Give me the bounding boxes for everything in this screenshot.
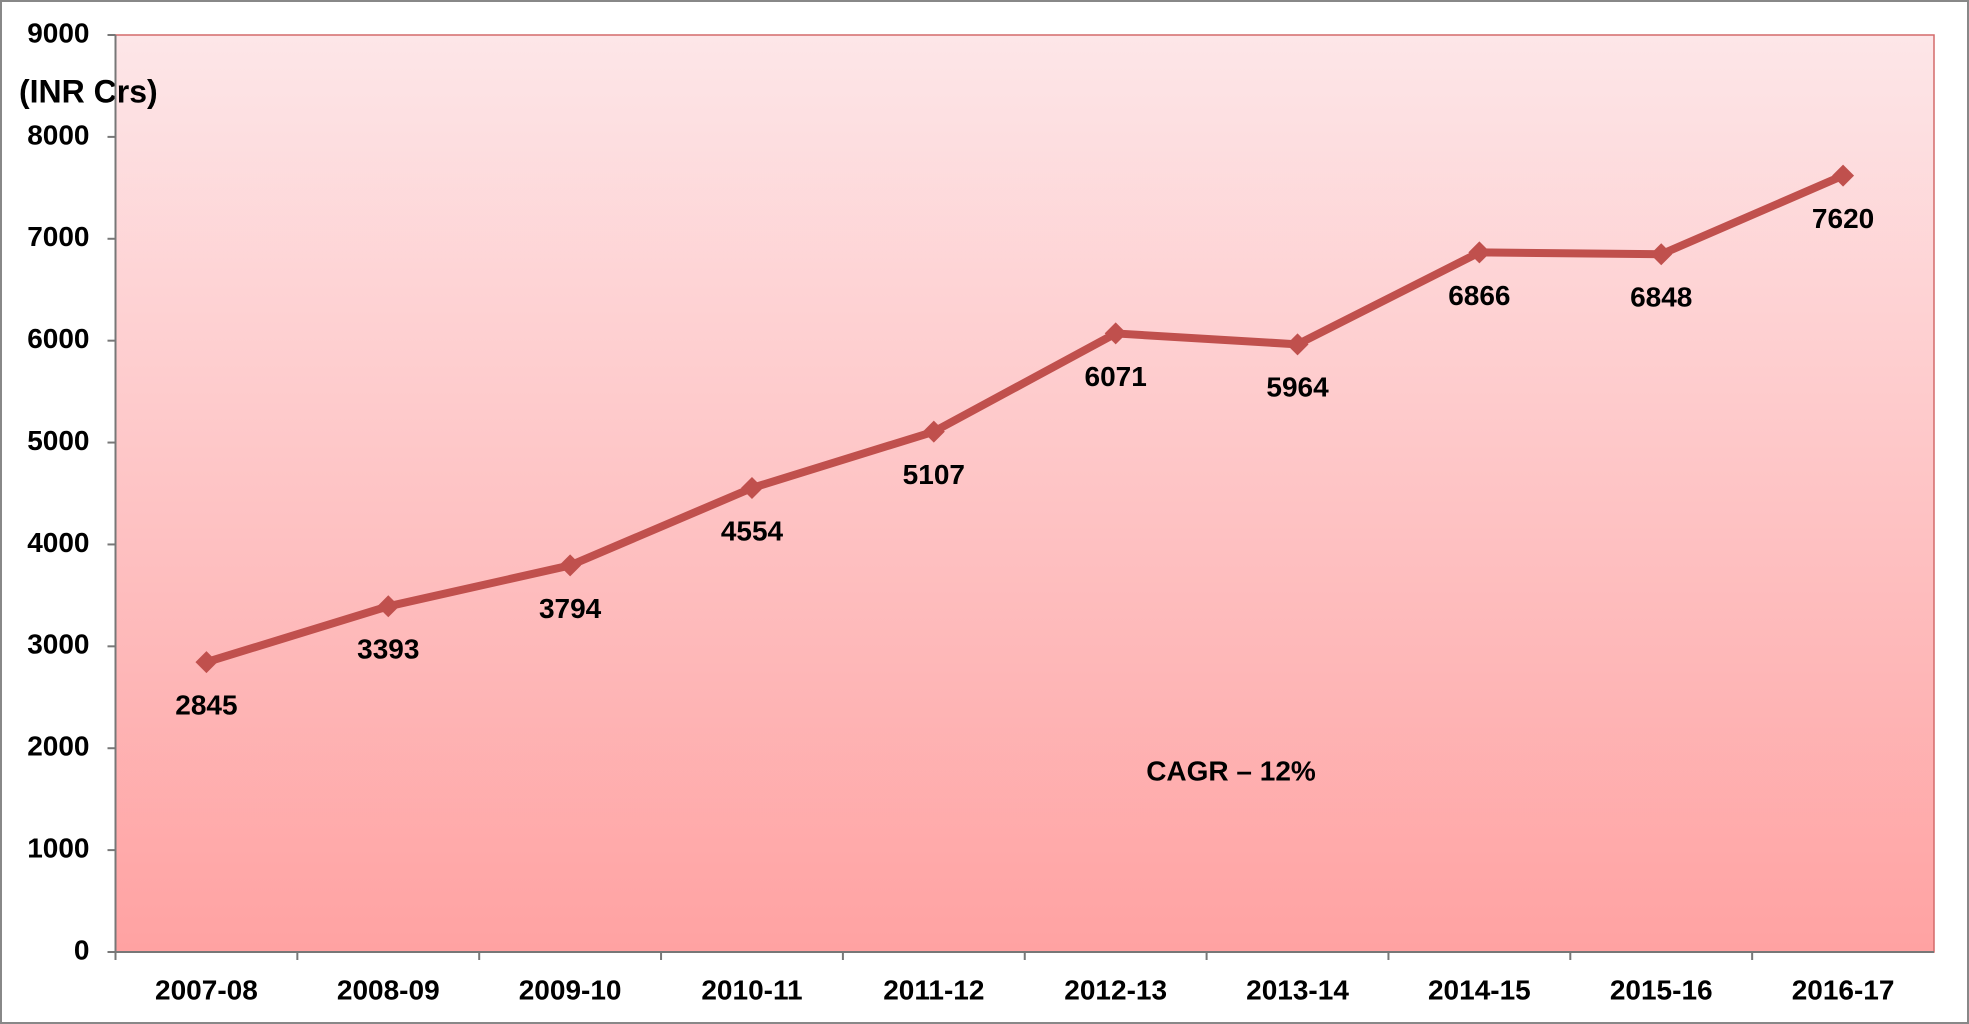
y-tick-label: 1000 [27, 833, 89, 864]
line-series [205, 171, 1845, 666]
y-tick-label: 8000 [27, 119, 89, 150]
x-tick-label: 2011-12 [883, 974, 984, 1005]
marker [195, 651, 218, 674]
data-label: 5964 [1266, 372, 1329, 403]
x-tick-label: 2007-08 [155, 974, 258, 1005]
x-tick-label: 2010-11 [701, 974, 802, 1005]
x-tick-label: 2012-13 [1064, 974, 1167, 1005]
x-tick-label: 2016-17 [1792, 974, 1895, 1005]
data-label: 4554 [721, 515, 784, 546]
data-label: 3794 [539, 593, 602, 624]
marker [1468, 241, 1491, 264]
y-tick-label: 0 [74, 934, 90, 965]
marker [1650, 243, 1673, 266]
y-tick-label: 5000 [27, 425, 89, 456]
data-label: 7620 [1812, 203, 1874, 234]
data-label: 6848 [1630, 282, 1692, 313]
marker [740, 476, 763, 499]
data-label: 3393 [357, 634, 419, 665]
y-tick-label: 2000 [27, 731, 89, 762]
annotation: CAGR – 12% [1146, 755, 1316, 786]
marker [1104, 322, 1127, 345]
marker [922, 420, 945, 443]
data-label: 2845 [175, 690, 237, 721]
data-label: 6866 [1448, 280, 1510, 311]
marker [559, 554, 582, 577]
data-label: 5107 [903, 459, 965, 490]
x-tick-label: 2014-15 [1428, 974, 1531, 1005]
x-tick-label: 2008-09 [337, 974, 440, 1005]
marker [1832, 164, 1855, 187]
y-tick-label: 9000 [27, 17, 89, 48]
plot-area [114, 34, 1935, 953]
data-label: 6071 [1085, 361, 1147, 392]
y-tick-label: 3000 [27, 629, 89, 660]
y-tick-label: 4000 [27, 527, 89, 558]
x-tick-label: 2009-10 [519, 974, 622, 1005]
y-tick-label: 7000 [27, 221, 89, 252]
marker [1286, 333, 1309, 356]
marker [377, 595, 400, 618]
y-tick-label: 6000 [27, 323, 89, 354]
x-tick-label: 2013-14 [1246, 974, 1349, 1005]
x-tick-label: 2015-16 [1610, 974, 1713, 1005]
y-axis-label: (INR Crs) [19, 73, 158, 109]
